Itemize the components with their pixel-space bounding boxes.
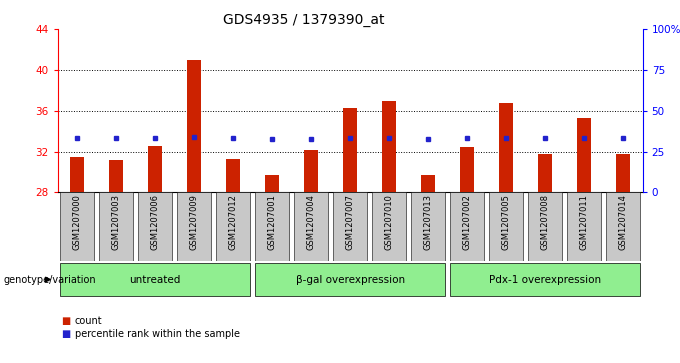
Text: GSM1207002: GSM1207002 [462,195,472,250]
Bar [333,192,367,261]
Text: GSM1207008: GSM1207008 [541,195,549,250]
Bar [138,192,173,261]
Bar [606,192,641,261]
Bar [539,154,552,192]
Text: GSM1207006: GSM1207006 [151,195,160,250]
Title: GDS4935 / 1379390_at: GDS4935 / 1379390_at [222,13,384,26]
Bar [265,175,279,192]
Bar [99,192,133,261]
Bar [422,175,435,192]
Text: GSM1207003: GSM1207003 [112,195,121,250]
Text: ■: ■ [61,329,71,339]
Bar [255,263,445,296]
Bar [450,263,641,296]
Text: β-gal overexpression: β-gal overexpression [296,274,405,285]
Bar [499,102,513,192]
Bar [226,159,240,192]
Text: GSM1207000: GSM1207000 [73,195,82,250]
Bar [294,192,328,261]
Text: GSM1207005: GSM1207005 [502,195,511,250]
Text: percentile rank within the sample: percentile rank within the sample [75,329,240,339]
Bar [616,154,630,192]
Text: GSM1207007: GSM1207007 [345,195,355,250]
Bar [411,192,445,261]
Bar [567,192,601,261]
Text: Pdx-1 overexpression: Pdx-1 overexpression [489,274,601,285]
Bar [460,147,474,192]
Text: GSM1207011: GSM1207011 [579,195,589,250]
Bar [528,192,562,261]
Bar [109,160,123,192]
Bar [343,108,357,192]
Text: count: count [75,316,103,326]
Text: GSM1207001: GSM1207001 [268,195,277,250]
Bar [60,192,95,261]
Text: ■: ■ [61,316,71,326]
Text: GSM1207010: GSM1207010 [385,195,394,250]
Bar [305,150,318,192]
Bar [148,146,162,192]
Bar [255,192,290,261]
Bar [177,192,211,261]
Text: GSM1207004: GSM1207004 [307,195,316,250]
Bar [382,101,396,192]
Bar [188,60,201,192]
Text: GSM1207013: GSM1207013 [424,195,432,250]
Bar [216,192,250,261]
Text: genotype/variation: genotype/variation [3,274,96,285]
Bar [71,157,84,192]
Bar [60,263,250,296]
Bar [450,192,484,261]
Bar [577,118,591,192]
Text: GSM1207009: GSM1207009 [190,195,199,250]
Bar [372,192,407,261]
Bar [489,192,524,261]
Text: GSM1207012: GSM1207012 [228,195,238,250]
Text: GSM1207014: GSM1207014 [619,195,628,250]
Text: untreated: untreated [130,274,181,285]
